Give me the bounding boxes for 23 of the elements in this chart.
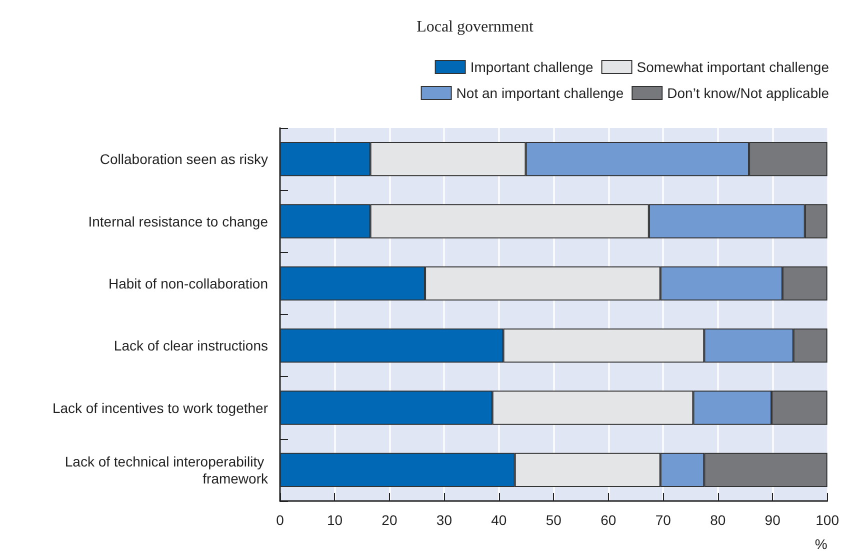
x-tick-label: 20 <box>382 512 398 528</box>
y-tick-label: Internal resistance to change <box>88 213 268 230</box>
legend-label: Important challenge <box>470 59 594 75</box>
y-tick-label: Habit of non-collaboration <box>108 275 268 292</box>
y-tick-label: Lack of incentives to work together <box>52 400 268 416</box>
y-tick-label: Lack of technical interoperability framework <box>64 453 269 486</box>
x-tick-label: 50 <box>546 512 562 528</box>
x-tick-label: 10 <box>326 512 343 528</box>
x-tick-label: 30 <box>436 512 452 528</box>
chart-title: Local government <box>416 18 534 36</box>
x-tick-label: 80 <box>710 512 726 528</box>
x-tick-label: 40 <box>491 512 507 528</box>
legend-label: Not an important challenge <box>456 85 624 101</box>
x-tick-label: 100 <box>816 512 840 528</box>
y-tick-label: Collaboration seen as risky <box>100 151 268 168</box>
legend-label: Somewhat important challenge <box>636 59 830 75</box>
x-tick-label: 60 <box>600 512 616 528</box>
x-tick-label: 90 <box>764 512 781 528</box>
x-tick-label: 70 <box>655 512 672 528</box>
y-tick-label: Lack of clear instructions <box>114 338 268 354</box>
x-tick-label: 0 <box>276 512 284 528</box>
x-axis-title: % <box>814 536 828 551</box>
legend-label: Don’t know/Not applicable <box>667 85 830 101</box>
